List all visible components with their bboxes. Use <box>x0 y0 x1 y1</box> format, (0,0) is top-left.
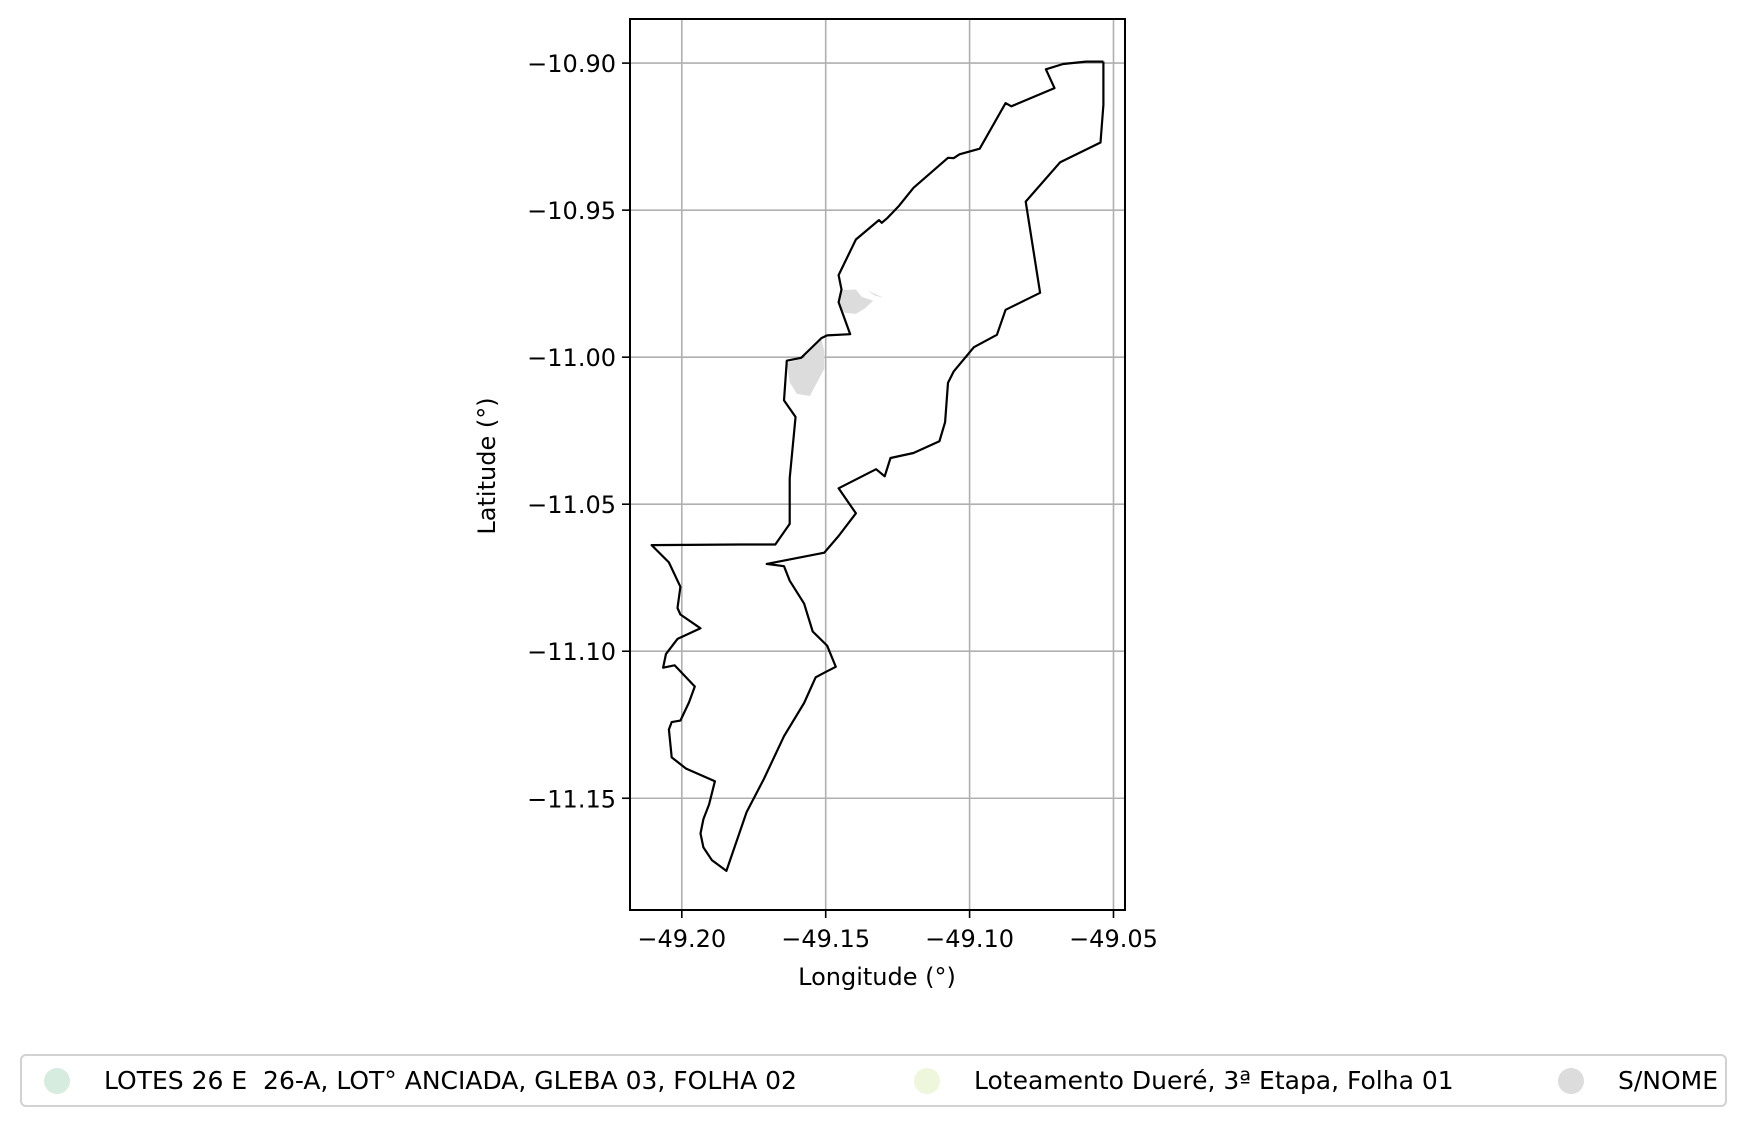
area-snome <box>867 290 884 298</box>
legend-label-lotes: LOTES 26 E 26-A, LOT° ANCIADA, GLEBA 03,… <box>104 1066 797 1095</box>
y-tick-label: −11.15 <box>527 785 616 813</box>
y-axis-label: Latitude (°) <box>473 397 501 534</box>
legend-label-snome: S/NOME <box>1618 1066 1719 1095</box>
y-tick-label: −10.90 <box>527 50 616 78</box>
filled-areas <box>786 289 884 396</box>
y-tick-label: −10.95 <box>527 197 616 225</box>
legend: LOTES 26 E 26-A, LOT° ANCIADA, GLEBA 03,… <box>20 1054 1727 1107</box>
x-tick-label: −49.20 <box>637 925 726 953</box>
x-tick-label: −49.15 <box>781 925 870 953</box>
axes-frame <box>629 18 1126 911</box>
y-tick-label: −11.10 <box>527 638 616 666</box>
y-tick-label: −11.05 <box>527 491 616 519</box>
x-axis-ticks: −49.20 −49.15 −49.10 −49.05 <box>637 910 1158 953</box>
x-tick-label: −49.10 <box>925 925 1014 953</box>
x-tick-label: −49.05 <box>1069 925 1158 953</box>
municipality-boundary <box>650 60 1105 873</box>
legend-item-loteamento: Loteamento Dueré, 3ª Etapa, Folha 01 <box>914 1061 1454 1101</box>
area-snome <box>838 289 874 314</box>
legend-marker-snome <box>1558 1067 1584 1094</box>
legend-item-snome: S/NOME <box>1558 1061 1718 1101</box>
gridlines <box>630 19 1125 910</box>
boundary-outline <box>650 60 1105 873</box>
x-axis-label: Longitude (°) <box>798 963 956 991</box>
legend-label-loteamento: Loteamento Dueré, 3ª Etapa, Folha 01 <box>974 1066 1454 1095</box>
y-axis-ticks: −10.90 −10.95 −11.00 −11.05 −11.10 −11.15 <box>527 50 630 813</box>
legend-marker-lotes <box>44 1067 70 1094</box>
legend-marker-loteamento <box>914 1067 940 1094</box>
area-snome <box>786 338 825 396</box>
y-tick-label: −11.00 <box>527 344 616 372</box>
legend-item-lotes: LOTES 26 E 26-A, LOT° ANCIADA, GLEBA 03,… <box>44 1061 797 1101</box>
